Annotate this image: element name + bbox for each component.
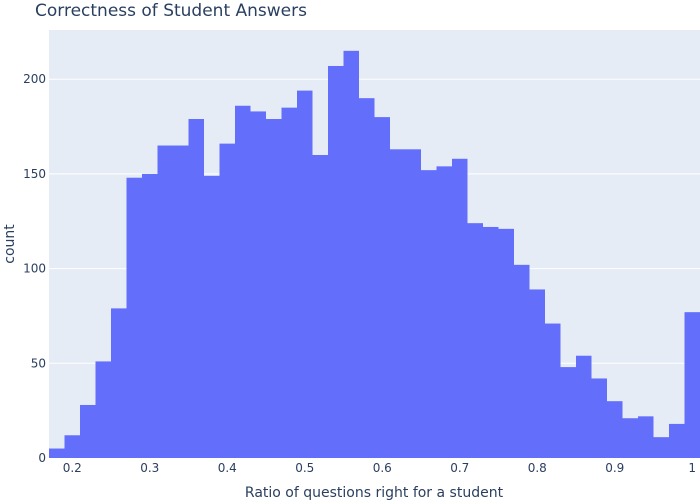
bar-18 — [328, 65, 344, 458]
bars — [49, 50, 700, 459]
bar-17 — [312, 154, 328, 458]
x-tick-label: 0.9 — [605, 461, 624, 475]
bar-3 — [95, 361, 111, 458]
bar-25 — [436, 166, 452, 458]
y-tick-label: 0 — [38, 451, 46, 465]
bar-37 — [622, 418, 638, 458]
y-tick-label: 200 — [23, 72, 46, 86]
bar-26 — [452, 158, 468, 459]
bar-16 — [297, 90, 313, 458]
bar-14 — [266, 119, 282, 458]
bar-19 — [343, 50, 359, 459]
bar-2 — [80, 404, 96, 458]
bar-35 — [591, 378, 607, 458]
x-tick-label: 0.8 — [528, 461, 547, 475]
bar-7 — [157, 145, 173, 458]
bar-30 — [514, 264, 530, 458]
x-tick-label: 0.4 — [218, 461, 237, 475]
bar-36 — [607, 401, 623, 458]
bar-40 — [669, 423, 685, 458]
x-tick-label: 0.5 — [295, 461, 314, 475]
x-tick-label: 1 — [688, 461, 696, 475]
bar-11 — [219, 143, 235, 459]
bar-41 — [684, 312, 700, 458]
bar-5 — [126, 177, 142, 459]
bar-10 — [204, 175, 220, 459]
bar-13 — [250, 111, 266, 459]
bar-39 — [653, 437, 669, 458]
x-tick-label: 0.3 — [140, 461, 159, 475]
bar-21 — [374, 117, 390, 458]
bar-20 — [359, 98, 375, 458]
bar-6 — [142, 173, 158, 458]
bar-31 — [529, 289, 545, 458]
x-tick-label: 0.6 — [373, 461, 392, 475]
bar-1 — [64, 435, 80, 458]
x-tick-label: 0.2 — [63, 461, 82, 475]
bar-24 — [421, 170, 437, 458]
bar-29 — [498, 228, 514, 458]
bar-8 — [173, 145, 189, 458]
x-axis-ticks: 0.2 0.3 0.4 0.5 0.6 0.7 0.8 0.9 1 — [63, 461, 696, 475]
bar-28 — [483, 226, 499, 458]
y-axis-title: count — [2, 224, 18, 264]
bar-12 — [235, 105, 251, 459]
y-tick-label: 50 — [31, 356, 46, 370]
bar-27 — [467, 223, 483, 458]
bar-34 — [576, 355, 592, 458]
bar-15 — [281, 107, 297, 458]
x-axis-title: Ratio of questions right for a student — [245, 485, 504, 500]
bar-9 — [188, 119, 204, 458]
bar-38 — [638, 416, 654, 458]
bar-33 — [560, 367, 576, 458]
bar-23 — [405, 149, 421, 458]
bar-4 — [111, 308, 127, 458]
y-tick-label: 100 — [23, 262, 46, 276]
bar-32 — [545, 323, 561, 458]
bar-22 — [390, 149, 406, 458]
x-tick-label: 0.7 — [450, 461, 469, 475]
y-tick-label: 150 — [23, 167, 46, 181]
y-axis-ticks: 0 50 100 150 200 — [23, 72, 46, 465]
chart-title: Correctness of Student Answers — [35, 1, 307, 21]
bar-0 — [49, 448, 65, 458]
